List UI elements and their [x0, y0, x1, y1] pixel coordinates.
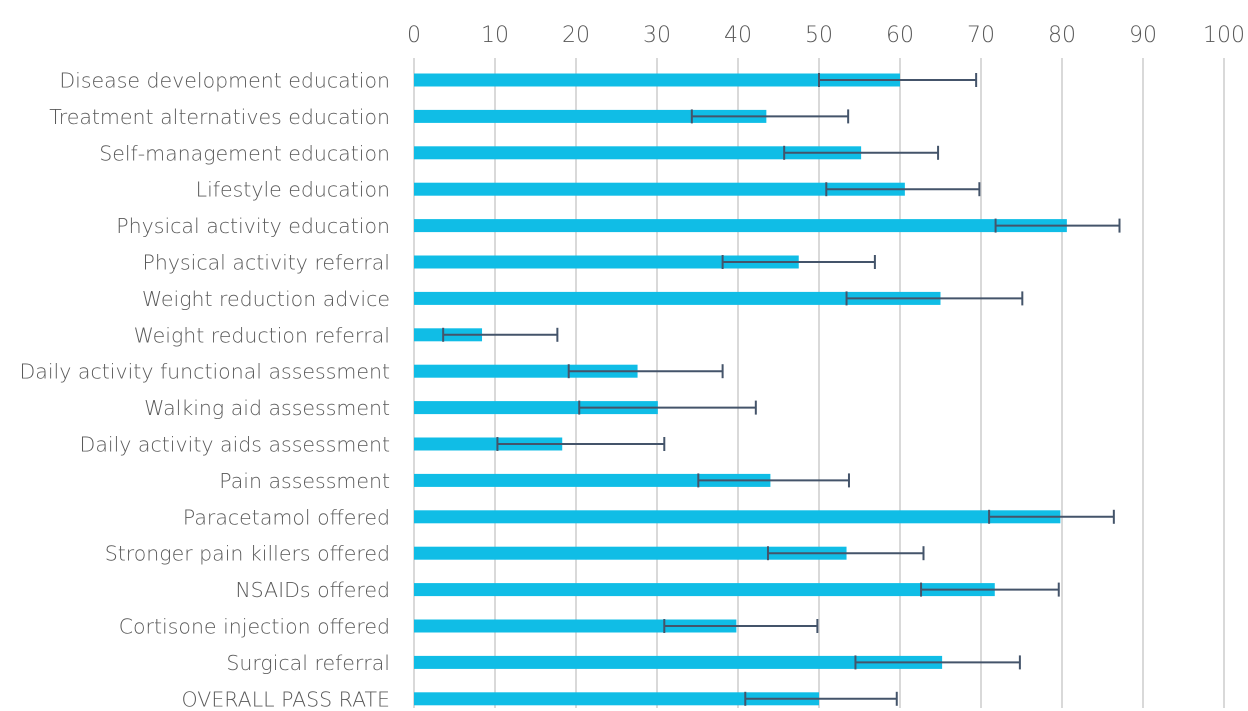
error-bar-12 [988, 509, 1115, 524]
x-tick-label-0: 0 [407, 23, 421, 48]
bar-15 [414, 619, 737, 633]
category-label-13: Stronger pain killers offered [105, 542, 390, 566]
error-bar-13 [766, 546, 925, 561]
error-bar-7 [442, 327, 559, 342]
category-label-15: Cortisone injection offered [119, 615, 390, 639]
bar-0 [414, 73, 900, 87]
category-label-7: Weight reduction referral [134, 323, 390, 347]
x-tick-label-70: 70 [967, 23, 995, 48]
bar-4 [414, 219, 1067, 233]
error-bar-16 [854, 655, 1021, 670]
error-bar-15 [663, 619, 819, 633]
x-tick-label-90: 90 [1129, 23, 1157, 48]
error-bar-8 [567, 364, 724, 379]
error-bar-10 [496, 437, 666, 451]
x-axis-tick-labels: 0 10 20 30 40 50 60 70 80 90 100 [407, 23, 1245, 48]
error-bar-5 [721, 255, 876, 269]
error-bar-0 [818, 73, 978, 87]
category-label-0: Disease development education [59, 69, 390, 93]
bar-1 [414, 109, 767, 123]
error-bar-2 [783, 145, 940, 160]
bar-12 [414, 510, 1061, 524]
bar-6 [414, 291, 941, 305]
x-tick-label-20: 20 [562, 23, 590, 48]
category-label-2: Self-management education [99, 141, 390, 165]
category-label-10: Daily activity aids assessment [80, 433, 390, 457]
bar-13 [414, 546, 847, 560]
error-bar-9 [578, 400, 757, 415]
bar-14 [414, 583, 995, 597]
bar-11 [414, 473, 771, 487]
error-bar-4 [994, 218, 1121, 233]
error-bar-14 [920, 582, 1060, 597]
category-label-8: Daily activity functional assessment [20, 360, 391, 384]
error-bar-6 [845, 291, 1024, 306]
x-tick-label-30: 30 [643, 23, 671, 48]
error-bar-1 [690, 109, 850, 124]
category-label-6: Weight reduction advice [142, 287, 390, 311]
category-label-16: Surgical referral [226, 651, 390, 675]
category-label-4: Physical activity education [116, 214, 390, 238]
bar-3 [414, 182, 905, 196]
bar-10 [414, 437, 563, 451]
gridlines [413, 58, 1225, 708]
x-tick-label-100: 100 [1203, 23, 1245, 48]
bar-2 [414, 146, 862, 160]
bars [414, 73, 1067, 706]
bar-9 [414, 401, 658, 415]
error-bar-11 [697, 473, 850, 488]
category-label-9: Walking aid assessment [144, 396, 390, 420]
category-label-12: Paracetamol offered [183, 505, 390, 529]
category-label-1: Treatment alternatives education [49, 105, 390, 129]
bar-17 [414, 692, 819, 706]
x-tick-label-10: 10 [481, 23, 509, 48]
category-label-3: Lifestyle education [196, 178, 390, 202]
category-label-14: NSAIDs offered [235, 578, 390, 602]
category-label-5: Physical activity referral [142, 251, 390, 275]
bar-16 [414, 655, 943, 669]
error-bars [442, 73, 1121, 706]
x-tick-label-40: 40 [724, 23, 752, 48]
x-tick-label-80: 80 [1048, 23, 1076, 48]
x-tick-label-50: 50 [805, 23, 833, 48]
category-label-11: Pain assessment [219, 469, 390, 493]
error-bar-17 [744, 691, 898, 706]
category-labels: Disease development education Treatment a… [20, 69, 391, 711]
x-tick-label-60: 60 [886, 23, 914, 48]
bar-8 [414, 364, 638, 378]
category-label-17: OVERALL PASS RATE [182, 687, 390, 711]
error-bar-3 [825, 182, 981, 197]
bar-5 [414, 255, 799, 269]
